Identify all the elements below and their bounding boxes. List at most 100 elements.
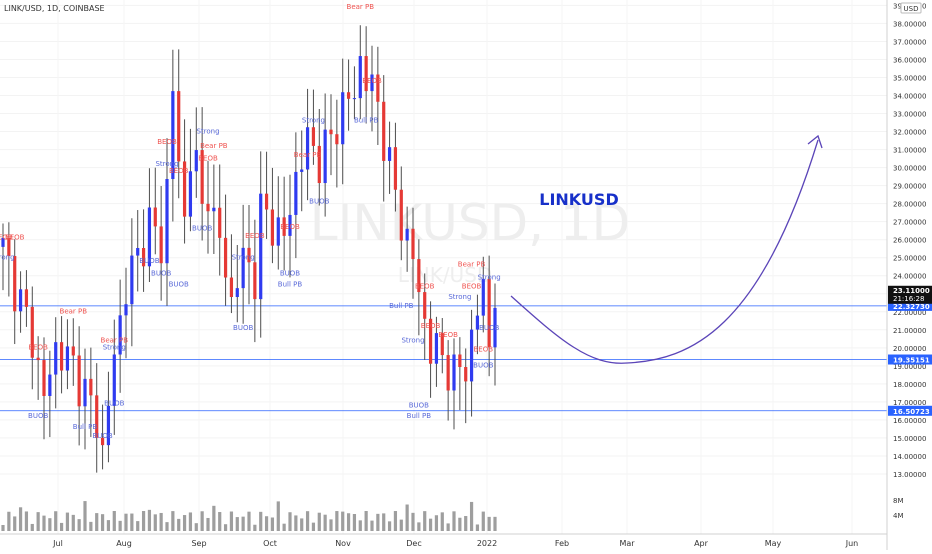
candle-body[interactable] (106, 405, 111, 446)
projection-curve[interactable] (510, 139, 819, 364)
candle-body[interactable] (475, 315, 480, 330)
candle-body[interactable] (218, 207, 222, 238)
candle-body[interactable] (223, 237, 228, 278)
candle-body[interactable] (229, 277, 234, 298)
candle-body[interactable] (18, 289, 23, 312)
volume-bar (147, 509, 152, 531)
pattern-label: Strong (103, 344, 126, 352)
pattern-label: Bull PB (354, 117, 379, 125)
volume-bar (218, 512, 222, 531)
candle-body[interactable] (24, 289, 29, 307)
volume-bar (182, 515, 187, 531)
candle-body[interactable] (434, 333, 439, 364)
candle-body[interactable] (305, 127, 310, 170)
candle-body[interactable] (387, 147, 392, 161)
candle-body[interactable] (487, 278, 491, 348)
candle-body[interactable] (112, 354, 116, 406)
candle-body[interactable] (147, 207, 152, 267)
candle-body[interactable] (358, 56, 362, 99)
candle-body[interactable] (118, 315, 122, 355)
candle-body[interactable] (311, 127, 316, 146)
candle-body[interactable] (177, 91, 181, 162)
candle-body[interactable] (423, 292, 427, 319)
candle-body[interactable] (364, 56, 368, 92)
candle-body[interactable] (469, 329, 474, 382)
candle-body[interactable] (89, 378, 93, 396)
candle-body[interactable] (95, 395, 99, 438)
candle-body[interactable] (341, 92, 345, 145)
candle-body[interactable] (77, 355, 81, 407)
candle-body[interactable] (83, 378, 87, 407)
candle-body[interactable] (247, 247, 251, 263)
y-tick-label: 34.00000 (893, 93, 926, 101)
candle-body[interactable] (376, 74, 380, 102)
candle-body[interactable] (153, 207, 157, 227)
candle-body[interactable] (1, 237, 5, 247)
candle-body[interactable] (481, 278, 485, 316)
candle-body[interactable] (352, 98, 357, 100)
volume-bar (311, 522, 316, 531)
candle-body[interactable] (335, 134, 339, 145)
candle-body[interactable] (259, 193, 263, 300)
candle-body[interactable] (241, 247, 245, 289)
candle-body[interactable] (130, 255, 134, 305)
candle-body[interactable] (370, 74, 374, 92)
candle-body[interactable] (235, 288, 239, 298)
candle-body[interactable] (100, 437, 105, 446)
candle-body[interactable] (264, 193, 269, 210)
candle-body[interactable] (417, 259, 421, 293)
volume-bar (376, 513, 380, 531)
candle-body[interactable] (136, 248, 140, 256)
candle-body[interactable] (288, 214, 292, 236)
candle-body[interactable] (188, 171, 193, 217)
candle-body[interactable] (405, 228, 409, 241)
candle-body[interactable] (54, 342, 58, 375)
volume-bar (434, 515, 439, 531)
candle-body[interactable] (194, 150, 198, 172)
candle-body[interactable] (71, 346, 75, 356)
candle-body[interactable] (48, 374, 52, 396)
level-price-tag (888, 300, 932, 311)
candle-body[interactable] (458, 354, 462, 368)
candle-body[interactable] (270, 209, 275, 246)
candle-body[interactable] (411, 228, 415, 260)
candle-body[interactable] (124, 304, 128, 316)
candle-body[interactable] (253, 262, 257, 300)
candle-body[interactable] (200, 150, 204, 204)
candle-body[interactable] (171, 91, 175, 180)
candle-body[interactable] (141, 248, 146, 267)
candle-body[interactable] (317, 145, 321, 184)
candle-body[interactable] (393, 147, 398, 190)
candle-body[interactable] (276, 217, 280, 246)
candle-body[interactable] (493, 307, 497, 348)
candle-body[interactable] (13, 256, 17, 312)
candle-body[interactable] (182, 161, 187, 217)
candle-body[interactable] (464, 367, 468, 382)
candle-body[interactable] (36, 357, 40, 361)
candle-body[interactable] (329, 129, 333, 135)
candle-body[interactable] (452, 354, 456, 391)
candle-body[interactable] (399, 189, 403, 241)
y-tick-label: 29.00000 (893, 183, 926, 191)
candle-body[interactable] (159, 226, 163, 264)
pattern-label: BEOB (362, 77, 382, 85)
candle-body[interactable] (446, 355, 450, 391)
candle-body[interactable] (212, 207, 216, 212)
candle-body[interactable] (294, 171, 298, 215)
candle-body[interactable] (346, 92, 351, 99)
candle-body[interactable] (206, 203, 210, 212)
candle-body[interactable] (7, 237, 11, 257)
candle-body[interactable] (42, 360, 46, 396)
candle-body[interactable] (282, 217, 286, 236)
candle-body[interactable] (30, 306, 34, 358)
candle-body[interactable] (440, 333, 444, 356)
candle-body[interactable] (65, 346, 70, 371)
candle-body[interactable] (165, 179, 169, 264)
candle-body[interactable] (323, 129, 327, 184)
candle-body[interactable] (382, 101, 386, 161)
candle-body[interactable] (428, 318, 433, 364)
candle-body[interactable] (300, 169, 304, 172)
candle-body[interactable] (59, 342, 64, 371)
